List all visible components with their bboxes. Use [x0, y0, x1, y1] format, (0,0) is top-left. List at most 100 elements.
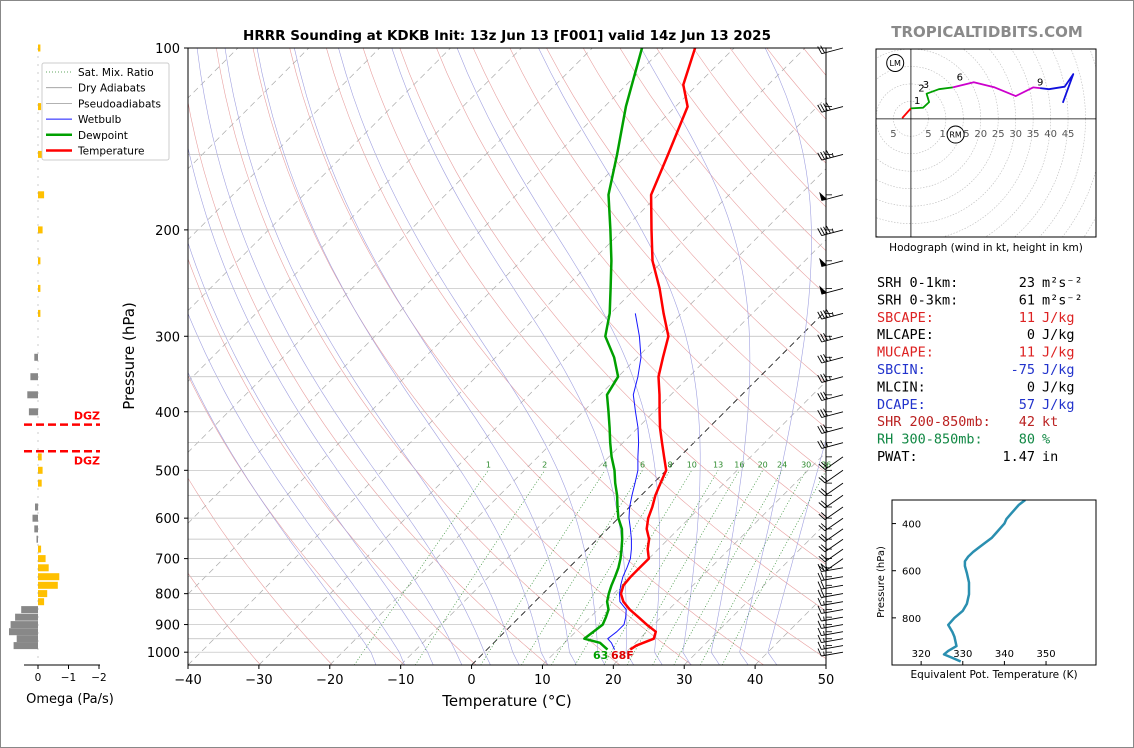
pressure-tick-label: 600: [155, 512, 180, 527]
dgz-label: DGZ: [74, 454, 100, 467]
mixing-ratio-line: [414, 470, 545, 665]
legend-label: Wetbulb: [78, 114, 122, 126]
omega-bar: [38, 573, 60, 581]
pseudoadiabat: [188, 312, 405, 665]
wind-barb: [818, 494, 844, 509]
hodograph-tick-label: 20: [974, 129, 987, 140]
series-temperature: [619, 48, 697, 651]
mixing-ratio-label: 13: [713, 460, 723, 469]
theta-x-tick-label: 340: [995, 649, 1014, 660]
wind-barb: [817, 391, 844, 401]
omega-panel: 0 −1 −2 DGZ DGZ: [9, 44, 107, 684]
omega-bar: [38, 581, 58, 589]
wind-barb: [817, 613, 844, 622]
theta-border: [891, 499, 1097, 666]
series-dewpoint: [583, 48, 644, 651]
omega-bar: [28, 408, 39, 416]
mixing-ratio-label: 4: [603, 460, 608, 469]
wind-barb: [817, 408, 844, 418]
omega-bar: [38, 150, 42, 158]
pseudoadiabat: [739, 48, 812, 665]
theta-y-tick-label: 600: [902, 567, 921, 578]
theta-x-tick-label: 350: [1036, 649, 1055, 660]
legend-label: Sat. Mix. Ratio: [78, 67, 154, 79]
dry-adiabat: [216, 48, 621, 665]
hodograph-caption: Hodograph (wind in kt, height in km): [889, 242, 1083, 254]
wind-barb: [818, 482, 844, 497]
hodograph-border: [875, 48, 1097, 238]
dry-adiabat: [289, 48, 764, 665]
omega-bar: [38, 191, 45, 199]
theta-x-tick-label: 320: [912, 649, 931, 660]
stat-label: SBCIN:: [877, 362, 926, 378]
dry-adiabat: [472, 48, 826, 474]
wind-barb: [817, 45, 844, 55]
mixing-ratio-line: [354, 470, 489, 665]
wind-barb: [817, 373, 844, 383]
mixing-ratio-label: 36: [821, 460, 831, 469]
stat-value: 42: [1019, 414, 1035, 430]
stat-value: 57: [1019, 397, 1035, 413]
omega-bar: [34, 353, 38, 361]
wind-barb: [817, 634, 844, 644]
stat-label: DCAPE:: [877, 397, 926, 413]
hodograph-segment: [1039, 73, 1075, 104]
wind-barb: [817, 102, 844, 113]
isotherm: [613, 451, 826, 665]
stat-value: 1.47: [1002, 449, 1035, 465]
wind-barb: [817, 309, 844, 320]
stat-value: 11: [1019, 310, 1035, 326]
wind-barb: [817, 648, 844, 657]
stat-label: SHR 200-850mb:: [877, 414, 991, 430]
pseudoadiabat: [767, 438, 826, 665]
skewt-gridlines: [188, 47, 826, 666]
hodograph-storm-motion-label: RM: [949, 131, 962, 140]
hodograph-tick-label: 5: [925, 129, 931, 140]
stat-value: 0: [1027, 327, 1035, 343]
temperature-tick-label: 10: [534, 673, 551, 688]
pseudoadiabat: [640, 48, 751, 665]
omega-bar: [38, 479, 42, 487]
mixing-ratio-line: [550, 470, 671, 665]
legend-label: Temperature: [77, 146, 145, 158]
theta-clip-group: [942, 500, 1026, 663]
dry-adiabat: [436, 48, 826, 519]
dry-adiabat: [399, 48, 826, 565]
mixing-ratio-label: 24: [777, 460, 787, 469]
pseudoadiabat: [338, 48, 606, 665]
dry-adiabat: [188, 100, 549, 665]
wind-barb: [818, 538, 844, 553]
pressure-tick-label: 900: [155, 619, 180, 634]
temperature-tick-label: 30: [676, 673, 693, 688]
wind-barb: [817, 440, 844, 449]
legend-label: Pseudoadiabats: [78, 98, 161, 110]
stat-label: SRH 0-1km:: [877, 275, 958, 291]
stat-unit: J/kg: [1042, 362, 1075, 378]
pressure-tick-label: 500: [155, 464, 180, 479]
dry-adiabat: [1024, 48, 1134, 665]
mixing-ratio-line: [673, 470, 783, 665]
surface-temperature-label: 68F: [611, 649, 634, 662]
dry-adiabat: [252, 48, 692, 665]
dry-adiabat: [188, 572, 261, 665]
hodograph-height-label: 2: [918, 84, 924, 95]
mixing-ratio-label: 1: [486, 460, 491, 469]
wind-barb: [817, 641, 844, 650]
skewt-y-axis-label: Pressure (hPa): [120, 302, 138, 410]
temperature-tick-label: 20: [605, 673, 622, 688]
stat-label: MLCAPE:: [877, 327, 934, 343]
mixing-ratio-label: 2: [542, 460, 547, 469]
omega-tick-label: 0: [35, 672, 42, 684]
theta-x-axis-label: Equivalent Pot. Temperature (K): [910, 669, 1077, 681]
chart-title: HRRR Sounding at KDKB Init: 13z Jun 13 […: [243, 28, 771, 44]
wind-barb: [818, 517, 844, 532]
wind-barb: [817, 589, 844, 598]
legend-label: Dewpoint: [78, 130, 128, 142]
wind-barb: [817, 597, 844, 606]
omega-bar: [13, 642, 38, 650]
stat-unit: in: [1042, 449, 1058, 465]
theta-x-tick-label: 330: [953, 649, 972, 660]
stat-unit: kt: [1042, 414, 1058, 430]
